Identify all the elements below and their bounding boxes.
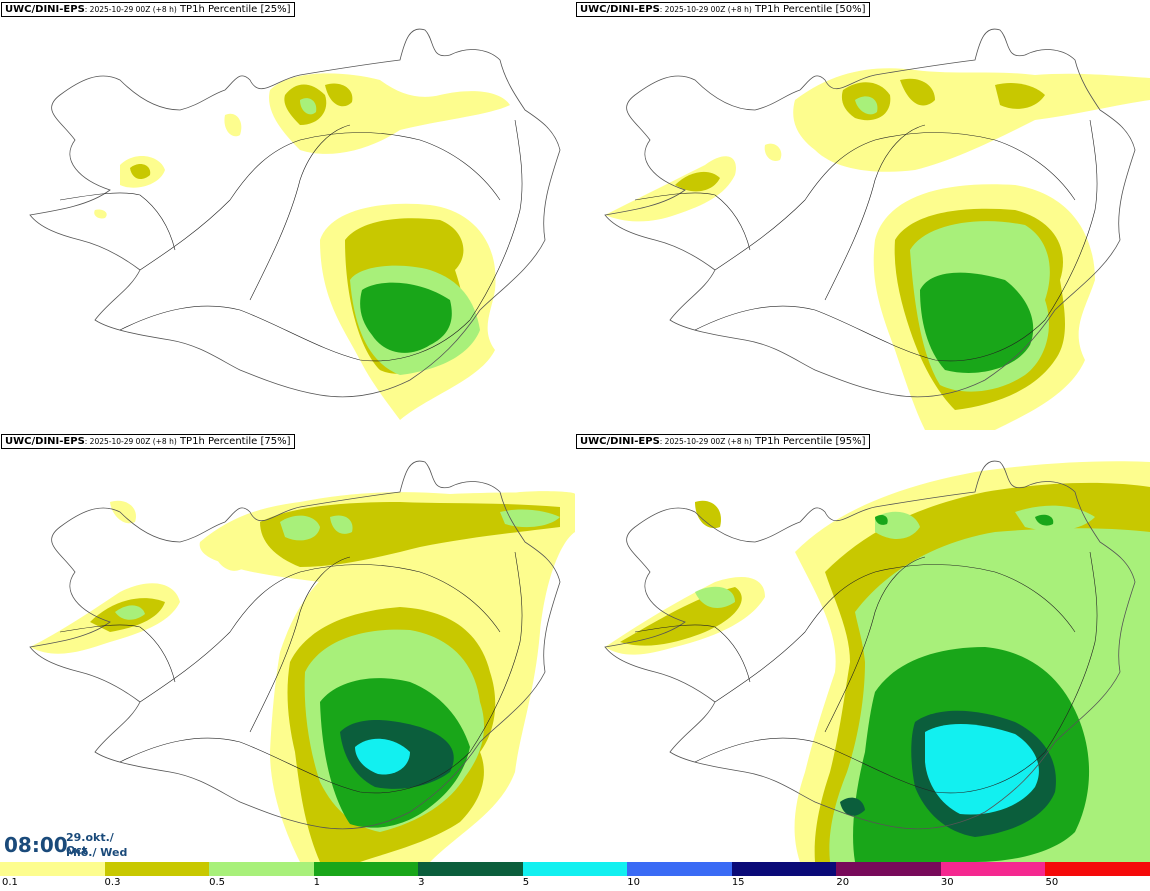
valid-weekday: Mið./ Wed — [66, 846, 128, 859]
color-legend: 0.1 0.3 0.5 1 3 5 10 15 20 30 50 — [0, 862, 1150, 891]
precip-field — [605, 461, 1150, 862]
legend-tick-label: 30 — [940, 877, 954, 888]
legend-swatch — [104, 862, 210, 876]
panel-title: UWC/DINI-EPS: 2025-10-29 00Z (+8 h) TP1h… — [576, 434, 870, 449]
legend-swatch — [313, 862, 419, 876]
legend-tick-label: 20 — [836, 877, 850, 888]
valid-time-box: 08:00 29.okt./ Oct Mið./ Wed — [0, 828, 134, 862]
legend-tick-label: 0.5 — [209, 877, 225, 888]
legend-swatch — [418, 862, 523, 876]
legend-swatch — [522, 862, 628, 876]
legend-swatch — [731, 862, 837, 876]
legend-color-bar — [0, 862, 1150, 876]
legend-swatch — [209, 862, 314, 876]
precip-field — [605, 68, 1150, 430]
iceland-coastline — [604, 460, 1136, 830]
legend-swatch — [940, 862, 1046, 876]
legend-tick-label: 0.3 — [104, 877, 121, 888]
legend-swatch — [0, 862, 105, 876]
valid-hour: 08:00 — [4, 833, 68, 857]
iceland-coastline — [29, 28, 561, 398]
panel-title: UWC/DINI-EPS: 2025-10-29 00Z (+8 h) TP1h… — [1, 2, 295, 17]
iceland-coastline — [29, 460, 561, 830]
legend-swatch — [627, 862, 732, 876]
legend-tick-label: 1 — [313, 877, 320, 888]
map-panel-p25: UWC/DINI-EPS: 2025-10-29 00Z (+8 h) TP1h… — [0, 0, 575, 430]
precip-map-p75 — [29, 460, 575, 862]
legend-tick-label: 5 — [522, 877, 530, 888]
legend-tick-label: 50 — [1045, 877, 1059, 888]
precip-map-p50 — [604, 28, 1150, 430]
panel-title: UWC/DINI-EPS: 2025-10-29 00Z (+8 h) TP1h… — [576, 2, 870, 17]
road-network — [634, 551, 1098, 794]
precip-field — [30, 491, 575, 862]
precip-map-p95 — [604, 460, 1150, 862]
iceland-coastline — [604, 28, 1136, 398]
legend-swatch — [1045, 862, 1150, 876]
panel-title: UWC/DINI-EPS: 2025-10-29 00Z (+8 h) TP1h… — [1, 434, 295, 449]
road-network — [59, 551, 523, 794]
precip-map-p25 — [29, 28, 561, 420]
precip-field — [94, 73, 510, 420]
legend-tick-label: 0.1 — [2, 877, 18, 888]
legend-tick-label: 3 — [418, 877, 425, 888]
road-network — [59, 119, 523, 362]
road-network — [634, 119, 1098, 362]
legend-tick-label: 10 — [627, 877, 640, 888]
map-panel-p95: UWC/DINI-EPS: 2025-10-29 00Z (+8 h) TP1h… — [575, 432, 1150, 862]
legend-tick-label: 15 — [731, 877, 745, 888]
legend-swatch — [836, 862, 941, 876]
map-panel-p75: UWC/DINI-EPS: 2025-10-29 00Z (+8 h) TP1h… — [0, 432, 575, 862]
valid-date: 29.okt./ Oct — [66, 831, 114, 857]
map-panel-p50: UWC/DINI-EPS: 2025-10-29 00Z (+8 h) TP1h… — [575, 0, 1150, 430]
